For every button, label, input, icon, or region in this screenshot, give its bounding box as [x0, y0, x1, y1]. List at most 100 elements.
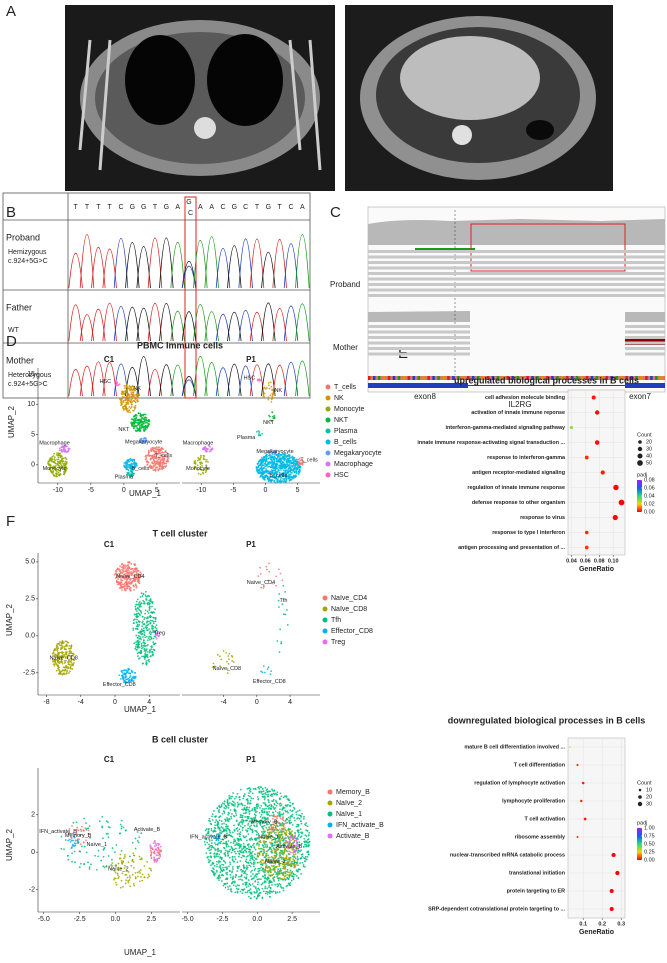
trace-peak: [261, 302, 276, 342]
trace-peak: [215, 248, 231, 289]
cell-dot: [254, 838, 256, 841]
sample-title: C1: [104, 540, 115, 549]
cell-dot: [55, 649, 57, 651]
x-tick-label: -4: [78, 699, 84, 706]
cluster-label: Monocyte: [43, 466, 67, 472]
cell-dot: [122, 405, 125, 408]
cell-dot: [264, 388, 267, 390]
cell-dot: [252, 844, 254, 847]
cell-dot: [239, 831, 242, 834]
seq-base: [660, 376, 663, 380]
cell-dot: [124, 829, 127, 832]
cell-dot: [285, 795, 288, 798]
cell-dot: [60, 464, 63, 467]
cell-dot: [127, 881, 130, 884]
x-tick-label: 0: [263, 487, 267, 494]
cell-dot: [143, 425, 146, 428]
cell-dot: [150, 869, 153, 872]
cell-dot: [199, 456, 202, 459]
cell-dot: [130, 562, 133, 565]
read: [368, 336, 470, 339]
cell-dot: [60, 847, 63, 850]
cell-dot: [88, 866, 91, 869]
cell-dot: [130, 467, 133, 469]
cell-dot: [287, 454, 290, 457]
cell-dot: [304, 857, 307, 860]
cell-dot: [227, 885, 229, 888]
cell-dot: [278, 471, 281, 474]
cell-dot: [272, 457, 275, 460]
cell-dot: [67, 641, 70, 644]
seq-base: [511, 376, 515, 380]
cell-dot: [263, 671, 266, 674]
cell-dot: [63, 450, 66, 452]
cell-dot: [270, 400, 273, 403]
cell-dot: [234, 858, 237, 861]
cell-dot: [226, 799, 229, 802]
cell-dot: [101, 815, 104, 818]
cell-dot: [215, 855, 218, 858]
cell-dot: [57, 464, 60, 466]
cell-dot: [226, 801, 229, 804]
cell-dot: [63, 647, 66, 650]
cell-dot: [219, 866, 222, 868]
cell-dot: [138, 870, 141, 873]
cell-dot: [152, 469, 155, 472]
cell-dot: [234, 847, 237, 850]
x-tick-label: 0.0: [111, 916, 121, 923]
cell-dot: [219, 842, 222, 844]
cell-dot: [276, 455, 279, 458]
cell-dot: [125, 466, 128, 469]
cell-dot: [144, 626, 147, 629]
cell-dot: [295, 458, 298, 461]
cell-dot: [275, 804, 278, 807]
cell-dot: [229, 802, 231, 804]
cluster-label: Naïve_2: [108, 866, 129, 872]
cell-dot: [124, 399, 127, 402]
cell-dot: [261, 432, 263, 435]
cell-dot: [260, 670, 262, 673]
cell-dot: [141, 662, 144, 665]
cell-dot: [282, 613, 285, 616]
read: [368, 325, 470, 328]
cell-dot: [242, 835, 245, 837]
cell-dot: [254, 829, 257, 832]
x-tick-label: -4: [220, 699, 226, 706]
cell-dot: [247, 801, 249, 804]
cell-dot: [133, 642, 136, 645]
cluster-label: Naïve_1: [87, 842, 108, 848]
cell-dot: [247, 817, 250, 820]
cell-dot: [151, 848, 154, 851]
cell-dot: [148, 465, 151, 468]
cell-dot: [251, 792, 254, 795]
cell-dot: [123, 396, 126, 399]
cell-dot: [57, 471, 60, 474]
cell-dot: [247, 833, 250, 835]
read: [625, 330, 665, 334]
cell-dot: [280, 453, 283, 456]
cell-dot: [246, 847, 249, 850]
cell-dot: [222, 846, 225, 849]
cell-dot: [144, 652, 147, 655]
sample-title: C1: [104, 355, 115, 364]
cell-dot: [67, 858, 70, 861]
cell-dot: [257, 434, 260, 437]
cell-dot: [161, 461, 164, 464]
cell-dot: [153, 649, 156, 652]
cell-dot: [57, 666, 60, 669]
trace-peak: [193, 356, 208, 397]
read: [368, 255, 665, 259]
cell-dot: [83, 863, 86, 865]
cluster-label: Tfh: [279, 598, 287, 604]
cell-dot: [121, 391, 124, 394]
cell-dot: [268, 804, 271, 807]
cell-dot: [270, 670, 273, 673]
cell-dot: [236, 819, 238, 822]
x-tick-label: 2.5: [287, 916, 297, 923]
cell-dot: [238, 875, 240, 878]
cell-dot: [298, 809, 301, 812]
cell-dot: [289, 466, 291, 469]
cell-dot: [123, 384, 126, 387]
cell-dot: [229, 863, 232, 866]
cell-dot: [157, 468, 160, 471]
